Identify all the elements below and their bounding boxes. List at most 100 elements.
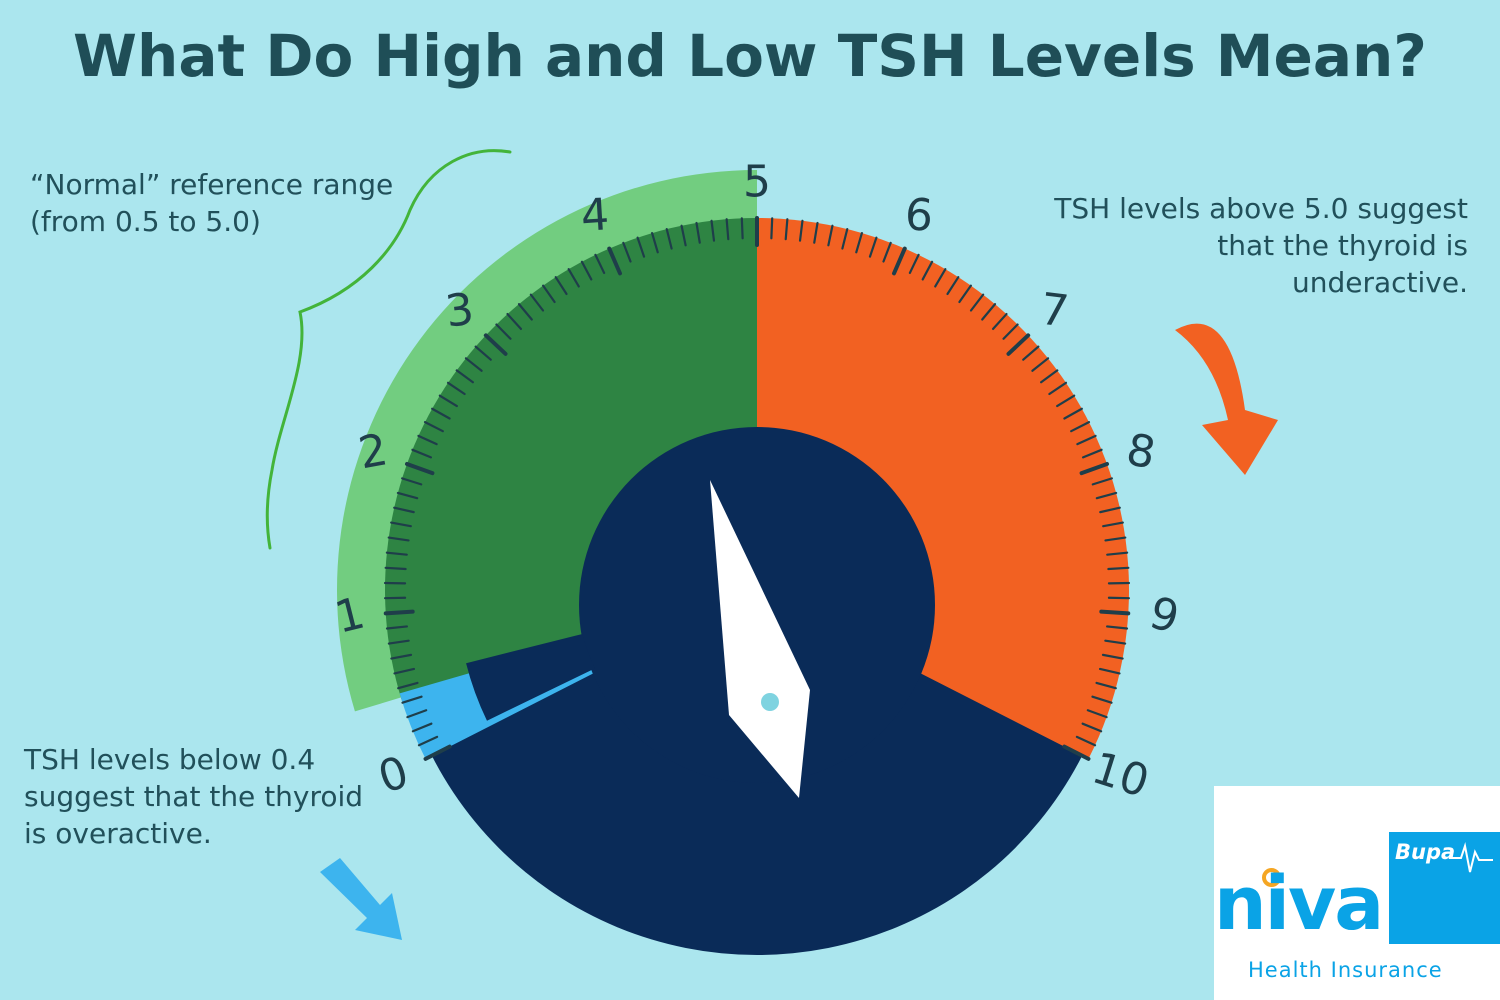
low-sector xyxy=(399,590,757,759)
gauge-tick xyxy=(529,293,545,312)
gauge-tick xyxy=(946,276,960,296)
bupa-label: Bupa xyxy=(1395,840,1456,864)
gauge-tick xyxy=(417,434,438,446)
gauge-tick xyxy=(1099,609,1131,616)
gauge-tick xyxy=(393,667,416,675)
low-arrow-icon xyxy=(320,858,402,940)
gauge-tick xyxy=(1070,421,1091,433)
gauge-tick xyxy=(650,231,659,254)
heartbeat-icon xyxy=(1449,842,1493,873)
gauge-tick xyxy=(401,477,423,486)
gauge-tick xyxy=(892,246,907,276)
gauge-tick xyxy=(384,566,407,571)
gauge-number-label: 2 xyxy=(355,424,392,479)
bupa-badge: Bupa xyxy=(1389,832,1500,944)
gauge-tick xyxy=(474,345,492,361)
gauge-tick xyxy=(541,284,556,304)
page-title: What Do High and Low TSH Levels Mean? xyxy=(73,22,1427,90)
gauge-tick xyxy=(431,407,451,420)
normal-range-note-line: “Normal” reference range xyxy=(30,168,394,201)
gauge-tick xyxy=(567,268,580,288)
gauge-tick xyxy=(397,681,419,690)
gauge-tick xyxy=(636,236,646,258)
low-tsh-note-line: suggest that the thyroid xyxy=(24,780,364,813)
normal-range-note: “Normal” reference range (from 0.5 to 5.… xyxy=(30,166,393,240)
gauge-tick xyxy=(725,218,730,241)
gauge-tick xyxy=(1099,506,1121,514)
low-tsh-note-line: is overactive. xyxy=(24,817,212,850)
low-tsh-note-line: TSH levels below 0.4 xyxy=(24,743,316,776)
gauge-tick xyxy=(1022,345,1040,361)
gauge-tick xyxy=(969,293,985,312)
gauge-tick xyxy=(387,639,410,645)
high-tsh-note-line: that the thyroid is xyxy=(1217,229,1468,262)
gauge-tick xyxy=(455,369,474,384)
gauge-tick xyxy=(554,276,568,296)
gauge-tick xyxy=(798,219,804,242)
gauge-tick xyxy=(1076,434,1097,446)
gauge-tick xyxy=(1075,735,1097,747)
gauge-tick xyxy=(404,461,435,476)
gauge-base xyxy=(392,225,1122,955)
gauge-number-label: 9 xyxy=(1144,587,1184,643)
gauge-tick xyxy=(383,609,415,616)
gauge-tick xyxy=(855,231,864,254)
gauge-tick xyxy=(1081,448,1103,459)
high-tsh-note-line: underactive. xyxy=(1291,266,1468,299)
normal-range-note-line: (from 0.5 to 5.0) xyxy=(30,205,261,238)
gauge-number-label: 8 xyxy=(1122,424,1159,479)
high-tsh-note-line: TSH levels above 5.0 suggest xyxy=(1054,192,1468,225)
gauge-number-label: 5 xyxy=(743,157,771,208)
gauge-tick xyxy=(934,268,947,288)
gauge-tick xyxy=(411,448,433,459)
low-sector-split xyxy=(466,633,595,721)
gauge-tick xyxy=(1106,551,1129,556)
niva-dot-icon xyxy=(1262,868,1281,887)
gauge-tick xyxy=(446,381,466,396)
high-arrow-icon xyxy=(1175,323,1278,475)
gauge-tick xyxy=(423,744,452,761)
gauge-tick xyxy=(784,218,789,241)
gauge-tick xyxy=(622,241,632,263)
gauge-tick xyxy=(390,521,412,528)
gauge-tick xyxy=(813,221,819,244)
needle-pivot xyxy=(761,693,779,711)
gauge-hub xyxy=(579,427,935,783)
gauge-tick xyxy=(406,709,428,719)
gauge-tick xyxy=(401,695,423,704)
gauge-tick xyxy=(665,228,673,250)
gauge-tick xyxy=(506,312,523,331)
gauge-tick xyxy=(958,284,973,304)
gauge-number-label: 0 xyxy=(372,747,414,804)
logo-tagline: Health Insurance xyxy=(1248,958,1443,982)
gauge-tick xyxy=(981,303,997,321)
gauge-tick xyxy=(1048,381,1068,396)
gauge-tick xyxy=(770,217,774,240)
gauge-tick xyxy=(1062,744,1091,761)
gauge-tick xyxy=(1086,709,1108,719)
gauge-tick xyxy=(393,506,415,514)
gauge-tick xyxy=(921,260,934,281)
gauge-tick xyxy=(607,246,622,276)
gauge-tick xyxy=(1091,695,1113,704)
gauge-tick xyxy=(517,303,533,321)
gauge-tick xyxy=(991,312,1008,331)
gauge-tick xyxy=(580,260,593,281)
gauge-tick xyxy=(417,735,439,747)
gauge-tick xyxy=(1031,357,1050,372)
gauge-number-label: 3 xyxy=(443,284,477,338)
gauge-tick xyxy=(1101,653,1124,660)
gauge-number-label: 4 xyxy=(579,189,610,242)
gauge-tick xyxy=(594,253,606,275)
gauge-tick xyxy=(483,333,508,356)
gauge-tick xyxy=(1098,667,1121,675)
gauge-tick xyxy=(385,625,408,630)
gauge-number-label: 10 xyxy=(1086,742,1155,808)
gauge-tick xyxy=(1095,491,1118,500)
niva-wordmark: niva xyxy=(1214,861,1384,947)
high-tsh-note: TSH levels above 5.0 suggest that the th… xyxy=(1054,190,1468,301)
gauge-tick xyxy=(495,323,512,340)
gauge-tick xyxy=(1081,722,1103,733)
niva-bupa-logo: Bupa niva Health Insurance xyxy=(1214,786,1500,1000)
gauge-tick xyxy=(1079,461,1110,476)
